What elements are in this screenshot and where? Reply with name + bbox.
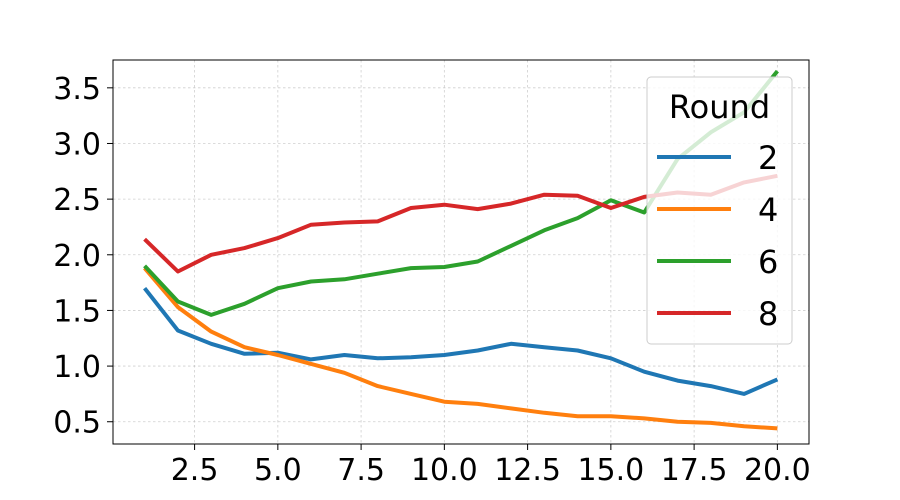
legend-label-4: 4 <box>758 191 778 229</box>
plot-area-frame <box>112 59 810 445</box>
series-line-round-2 <box>143 286 779 396</box>
legend: Round 2 4 6 8 <box>646 76 793 345</box>
y-tick-label-1: 1.0 <box>53 350 101 385</box>
x-tick-label-1: 5.0 <box>254 453 302 488</box>
legend-title: Round <box>669 88 770 126</box>
x-tick-label-4: 12.5 <box>494 453 561 488</box>
y-tick-label-3: 2.0 <box>53 239 101 274</box>
y-tick-label-4: 2.5 <box>53 183 101 218</box>
y-tick-label-0: 0.5 <box>53 406 101 441</box>
legend-items: 2 4 6 8 <box>657 139 778 333</box>
x-tick-label-7: 20.0 <box>744 453 811 488</box>
x-tick-label-6: 17.5 <box>661 453 728 488</box>
x-tick-label-3: 10.0 <box>411 453 478 488</box>
x-tick-label-2: 7.5 <box>337 453 385 488</box>
y-tick-label-5: 3.0 <box>53 127 101 162</box>
legend-label-6: 6 <box>758 243 778 281</box>
y-axis-ticks: 0.5 1.0 1.5 2.0 2.5 3.0 3.5 <box>53 72 113 441</box>
series-line-round-4 <box>143 266 778 431</box>
x-tick-label-0: 2.5 <box>171 453 219 488</box>
legend-label-8: 8 <box>758 295 778 333</box>
y-tick-label-2: 1.5 <box>53 294 101 329</box>
x-tick-label-5: 15.0 <box>577 453 644 488</box>
legend-label-2: 2 <box>758 139 778 177</box>
x-axis-ticks: 2.5 5.0 7.5 10.0 12.5 15.0 17.5 20.0 <box>171 444 811 488</box>
y-tick-label-6: 3.5 <box>53 72 101 107</box>
